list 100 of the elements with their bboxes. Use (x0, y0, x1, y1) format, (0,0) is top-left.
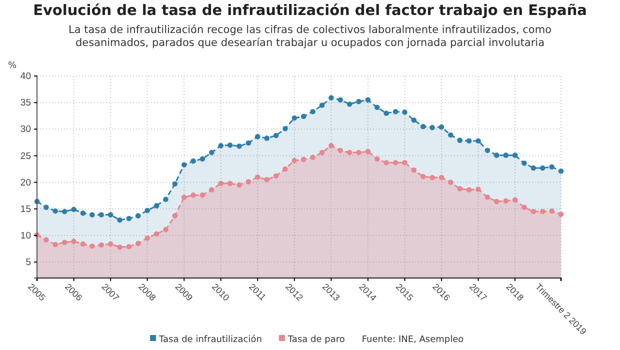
point (346, 150, 352, 156)
point (190, 158, 196, 164)
point (512, 197, 518, 202)
point (346, 102, 352, 107)
point (374, 156, 380, 162)
chart-subtitle: La tasa de infrautilización recoge las cifras de colectivos laboralmente infrautilizados, como desanimados, parados que desearían trabajar u ocupados con jornada parcial involutaria (68, 24, 552, 49)
point (522, 204, 527, 210)
point (392, 160, 398, 166)
point (154, 203, 160, 208)
point (292, 158, 298, 164)
point (98, 242, 104, 248)
point (90, 212, 95, 218)
point (52, 208, 58, 214)
point (172, 213, 178, 218)
point (117, 217, 122, 223)
point (126, 216, 132, 222)
point (209, 187, 214, 192)
point (236, 182, 242, 188)
point (457, 186, 463, 192)
point (218, 180, 224, 186)
point (438, 124, 444, 130)
point (52, 242, 58, 248)
point (411, 167, 417, 173)
point (200, 192, 206, 198)
point (448, 132, 454, 138)
point (117, 244, 122, 250)
point (392, 108, 398, 114)
point (292, 115, 298, 121)
point (282, 126, 288, 132)
point (476, 138, 481, 144)
point (430, 174, 435, 180)
point (209, 150, 214, 156)
point (338, 97, 344, 103)
point (282, 166, 288, 172)
y-tick-label: 30 (20, 124, 31, 136)
point (466, 187, 472, 192)
point (530, 208, 536, 214)
point (310, 108, 316, 114)
point (62, 208, 68, 214)
point (365, 148, 371, 154)
point (80, 241, 86, 247)
point (108, 241, 114, 247)
point (273, 173, 279, 179)
point (126, 244, 132, 250)
y-tick-label: 40 (20, 71, 31, 82)
point (384, 160, 389, 166)
point (319, 150, 325, 156)
point (494, 198, 500, 204)
y-tick-label: 5 (26, 257, 31, 268)
point (430, 124, 435, 130)
point (319, 102, 325, 108)
point (181, 162, 187, 168)
point (246, 140, 252, 146)
point (163, 226, 168, 232)
point (144, 235, 150, 241)
point (71, 206, 76, 212)
point (365, 97, 371, 103)
point (254, 174, 260, 180)
point (540, 208, 546, 214)
point (494, 152, 500, 158)
point (264, 136, 270, 141)
point (356, 98, 362, 104)
point (135, 213, 141, 218)
point (402, 110, 408, 115)
point (135, 240, 141, 246)
point (181, 194, 187, 200)
point (246, 179, 252, 184)
point (549, 164, 554, 170)
y-tick-label: 20 (20, 177, 31, 188)
y-tick-label: 15 (20, 204, 31, 215)
point (457, 138, 463, 143)
point (62, 240, 68, 246)
point (236, 144, 242, 149)
point (200, 156, 206, 162)
point (328, 95, 334, 100)
point (328, 142, 334, 148)
point (540, 165, 546, 171)
point (273, 132, 279, 138)
point (300, 156, 306, 162)
point (71, 238, 76, 244)
y-tick-label: 10 (20, 230, 31, 242)
point (448, 180, 454, 185)
point (356, 150, 362, 156)
point (512, 152, 518, 158)
point (558, 212, 564, 217)
point (374, 104, 380, 110)
point (466, 138, 472, 144)
legend-label: Tasa de infrautilización (158, 334, 262, 345)
point (80, 210, 86, 216)
point (503, 152, 508, 158)
point (522, 160, 527, 166)
point (227, 142, 233, 148)
source-note: Fuente: INE, Asempleo (362, 335, 464, 345)
point (44, 237, 49, 242)
point (44, 204, 49, 210)
point (411, 117, 417, 123)
point (227, 180, 233, 186)
point (98, 212, 104, 218)
point (310, 154, 316, 160)
point (484, 148, 490, 154)
